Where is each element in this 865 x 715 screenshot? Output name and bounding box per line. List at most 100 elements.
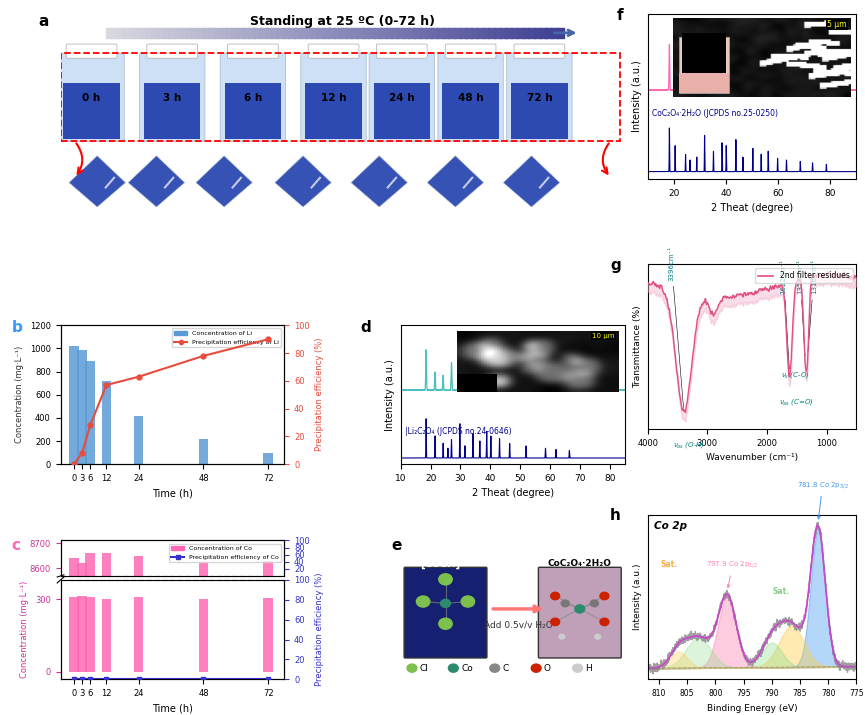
Bar bbox=[86, 360, 95, 464]
X-axis label: Wavenumber (cm⁻¹): Wavenumber (cm⁻¹) bbox=[706, 453, 798, 463]
Circle shape bbox=[407, 664, 417, 672]
FancyBboxPatch shape bbox=[514, 44, 565, 58]
Bar bbox=[69, 346, 79, 464]
Text: 72 h: 72 h bbox=[527, 93, 552, 103]
Circle shape bbox=[490, 664, 500, 672]
Text: b: b bbox=[11, 320, 22, 335]
Text: [CoCl₄]²⁻: [CoCl₄]²⁻ bbox=[420, 558, 471, 568]
Bar bbox=[86, 597, 95, 672]
Circle shape bbox=[595, 634, 600, 639]
FancyBboxPatch shape bbox=[507, 54, 572, 142]
Text: 1316cm⁻¹: 1316cm⁻¹ bbox=[808, 260, 817, 351]
Text: Add 0.5v/v H₂O: Add 0.5v/v H₂O bbox=[484, 620, 553, 629]
Circle shape bbox=[439, 618, 452, 629]
Circle shape bbox=[551, 592, 560, 600]
Circle shape bbox=[461, 596, 475, 607]
Circle shape bbox=[575, 605, 585, 613]
Text: Sat.: Sat. bbox=[773, 587, 790, 596]
X-axis label: 2 Theat (degree): 2 Theat (degree) bbox=[711, 203, 793, 213]
Legend: Concentration of Co, Precipitation efficiency of Co: Concentration of Co, Precipitation effic… bbox=[169, 543, 281, 563]
Text: a: a bbox=[38, 14, 48, 29]
Bar bbox=[77, 596, 86, 672]
Circle shape bbox=[573, 664, 582, 672]
Text: 48 h: 48 h bbox=[458, 93, 484, 103]
Polygon shape bbox=[427, 156, 484, 207]
Y-axis label: Precipitation efficiency (%): Precipitation efficiency (%) bbox=[316, 573, 324, 686]
Bar bbox=[77, 563, 86, 715]
Bar bbox=[102, 553, 111, 715]
Circle shape bbox=[440, 599, 451, 608]
Bar bbox=[511, 83, 567, 139]
Y-axis label: Concentration (mg·L⁻¹): Concentration (mg·L⁻¹) bbox=[21, 581, 29, 679]
Text: H: H bbox=[586, 664, 593, 673]
Circle shape bbox=[551, 618, 560, 626]
Bar bbox=[144, 83, 201, 139]
FancyBboxPatch shape bbox=[301, 54, 366, 142]
Text: 6 h: 6 h bbox=[244, 93, 262, 103]
Text: 12 h: 12 h bbox=[321, 93, 346, 103]
Y-axis label: Intensity (a.u.): Intensity (a.u.) bbox=[385, 359, 395, 430]
Circle shape bbox=[600, 618, 609, 626]
FancyBboxPatch shape bbox=[438, 54, 503, 142]
Polygon shape bbox=[195, 156, 253, 207]
Text: 3396cm⁻¹: 3396cm⁻¹ bbox=[669, 245, 683, 408]
Circle shape bbox=[448, 664, 458, 672]
Bar bbox=[102, 599, 111, 672]
FancyBboxPatch shape bbox=[404, 567, 487, 658]
Text: e: e bbox=[392, 538, 402, 553]
X-axis label: Binding Energy (eV): Binding Energy (eV) bbox=[707, 704, 798, 713]
FancyBboxPatch shape bbox=[227, 44, 279, 58]
FancyBboxPatch shape bbox=[376, 44, 427, 58]
Bar bbox=[264, 598, 272, 672]
Text: CoC₂O₄·2H₂O (JCPDS no.25-0250): CoC₂O₄·2H₂O (JCPDS no.25-0250) bbox=[652, 109, 778, 119]
Text: d: d bbox=[361, 320, 371, 335]
X-axis label: Time (h): Time (h) bbox=[152, 704, 193, 714]
X-axis label: 2 Theat (degree): 2 Theat (degree) bbox=[471, 488, 554, 498]
Bar bbox=[199, 563, 208, 715]
Text: Co 2p: Co 2p bbox=[654, 521, 687, 531]
Circle shape bbox=[559, 634, 565, 639]
Circle shape bbox=[416, 596, 430, 607]
Bar bbox=[63, 83, 119, 139]
Bar bbox=[305, 83, 362, 139]
FancyBboxPatch shape bbox=[369, 54, 434, 142]
FancyBboxPatch shape bbox=[59, 54, 125, 142]
Bar bbox=[69, 597, 79, 672]
Text: |Li₂C₂O₄ (JCPDS no.24-0646): |Li₂C₂O₄ (JCPDS no.24-0646) bbox=[405, 427, 512, 435]
FancyBboxPatch shape bbox=[67, 44, 117, 58]
Text: 3 h: 3 h bbox=[163, 93, 182, 103]
Text: 781.8 Co 2p$_{3/2}$: 781.8 Co 2p$_{3/2}$ bbox=[797, 480, 849, 519]
Text: Cl: Cl bbox=[420, 664, 429, 673]
FancyBboxPatch shape bbox=[147, 44, 197, 58]
Bar bbox=[264, 453, 272, 464]
Polygon shape bbox=[503, 156, 560, 207]
Y-axis label: Intensity (a.u.): Intensity (a.u.) bbox=[632, 61, 642, 132]
Bar bbox=[442, 83, 499, 139]
Y-axis label: Precipitation efficiency (%): Precipitation efficiency (%) bbox=[316, 338, 324, 451]
Bar bbox=[61, 54, 620, 141]
Bar bbox=[134, 416, 144, 464]
Text: Co: Co bbox=[461, 664, 473, 673]
Text: g: g bbox=[610, 258, 621, 273]
Text: f: f bbox=[617, 8, 623, 23]
Text: CoC₂O₄·2H₂O: CoC₂O₄·2H₂O bbox=[548, 559, 612, 568]
Circle shape bbox=[590, 600, 599, 607]
Circle shape bbox=[600, 592, 609, 600]
Text: Standing at 25 ºC (0-72 h): Standing at 25 ºC (0-72 h) bbox=[250, 15, 435, 28]
Text: C: C bbox=[503, 664, 509, 673]
Text: O: O bbox=[544, 664, 551, 673]
Text: Sat.: Sat. bbox=[660, 561, 677, 569]
Text: 797.9 Co 2p$_{1/2}$: 797.9 Co 2p$_{1/2}$ bbox=[707, 560, 759, 588]
Text: 24 h: 24 h bbox=[389, 93, 414, 103]
Text: $\nu_{as}$ (O-H): $\nu_{as}$ (O-H) bbox=[674, 440, 706, 450]
X-axis label: Time (h): Time (h) bbox=[152, 488, 193, 498]
Polygon shape bbox=[275, 156, 331, 207]
Bar bbox=[86, 553, 95, 715]
FancyBboxPatch shape bbox=[445, 44, 496, 58]
FancyBboxPatch shape bbox=[139, 54, 205, 142]
Y-axis label: Concentration (mg·L⁻¹): Concentration (mg·L⁻¹) bbox=[16, 346, 24, 443]
Bar bbox=[77, 350, 86, 464]
Circle shape bbox=[531, 664, 541, 672]
Bar bbox=[102, 381, 111, 464]
Polygon shape bbox=[351, 156, 407, 207]
